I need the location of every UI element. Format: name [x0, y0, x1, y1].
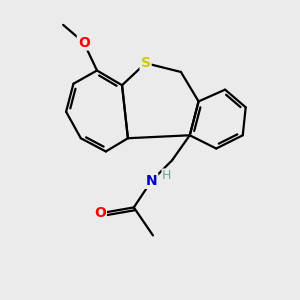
Text: H: H — [162, 169, 172, 182]
Text: N: N — [146, 174, 157, 188]
Text: O: O — [78, 35, 90, 50]
Text: O: O — [94, 206, 106, 220]
Text: S: S — [141, 56, 151, 70]
